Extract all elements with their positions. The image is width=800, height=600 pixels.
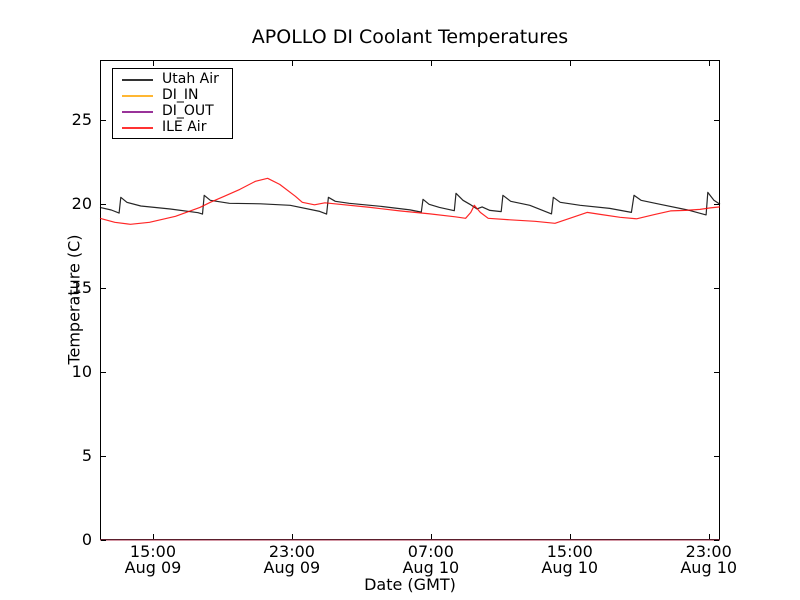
legend-label: Utah Air [162, 71, 219, 87]
x-tick-time: 15:00 [546, 542, 593, 561]
x-tick-date: Aug 09 [124, 557, 182, 577]
y-tick-label: 10 [71, 362, 92, 382]
x-tick-label: 15:00 Aug 10 [525, 544, 615, 575]
legend-label: ILE Air [162, 119, 207, 135]
legend: Utah Air DI_IN DI_OUT ILE Air [112, 68, 233, 139]
x-tick-date: Aug 09 [263, 557, 321, 577]
y-tick-label: 0 [81, 530, 92, 549]
y-tick-label: 20 [71, 194, 92, 214]
legend-line-sample [122, 110, 153, 113]
y-tick-label: 15 [71, 278, 92, 298]
x-tick-label: 23:00 Aug 10 [664, 544, 754, 575]
x-tick-date: Aug 10 [541, 557, 599, 577]
x-tick-label: 15:00 Aug 09 [108, 544, 198, 575]
legend-label: DI_OUT [162, 103, 214, 119]
legend-item-utah-air: Utah Air [122, 72, 230, 87]
chart-title: APOLLO DI Coolant Temperatures [251, 26, 569, 48]
x-tick-date: Aug 10 [680, 557, 738, 577]
legend-line-sample [122, 78, 153, 81]
series-line-utah-air [99, 191, 721, 216]
legend-line-sample [122, 94, 153, 97]
x-tick-time: 23:00 [685, 542, 732, 561]
x-tick-label: 07:00 Aug 10 [386, 544, 476, 575]
x-tick-time: 15:00 [129, 542, 177, 561]
legend-line-sample [122, 126, 153, 129]
series-line-ile-air [99, 177, 721, 225]
x-tick-time: 07:00 [407, 542, 454, 561]
legend-item-di-out: DI_OUT [122, 104, 230, 119]
y-tick-label: 5 [81, 446, 92, 466]
legend-item-di-in: DI_IN [122, 88, 230, 103]
y-tick-label: 25 [71, 110, 92, 130]
legend-item-ile-air: ILE Air [122, 120, 230, 135]
x-axis-label: Date (GMT) [364, 575, 456, 594]
x-tick-label: 23:00 Aug 09 [247, 544, 337, 575]
x-tick-time: 23:00 [268, 542, 315, 561]
legend-label: DI_IN [162, 87, 199, 103]
x-tick-date: Aug 10 [402, 557, 460, 577]
